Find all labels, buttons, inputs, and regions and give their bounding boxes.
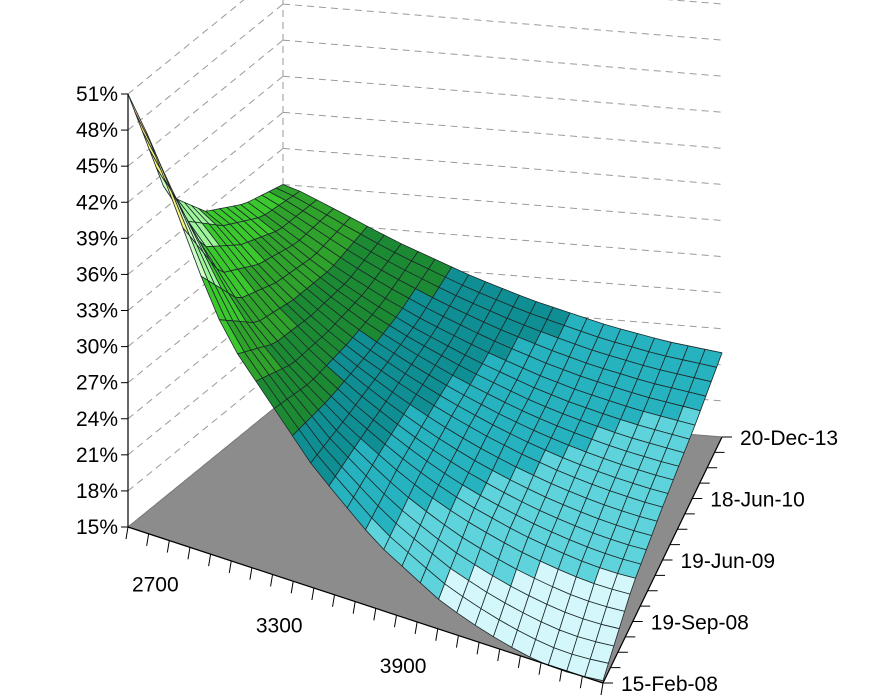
y-tick-label: 18-Jun-10	[710, 489, 805, 512]
x-minor-tick	[352, 601, 356, 614]
z-tick-label: 24%	[76, 408, 118, 431]
z-gridline-left-wall	[127, 328, 284, 456]
x-minor-tick	[476, 642, 480, 655]
x-minor-tick	[249, 567, 253, 580]
z-tick-label: 18%	[76, 480, 118, 503]
surface-cell	[584, 658, 609, 681]
x-minor-tick	[332, 594, 336, 607]
z-gridline-left-wall	[127, 256, 284, 384]
x-tick-label: 2700	[132, 574, 179, 597]
z-tick-label: 21%	[76, 444, 118, 467]
x-minor-tick	[414, 621, 418, 635]
z-tick-label: 42%	[76, 191, 118, 214]
x-minor-tick	[579, 676, 583, 689]
x-tick-label: 3900	[380, 655, 427, 678]
x-minor-tick	[538, 662, 542, 675]
x-minor-tick	[187, 547, 191, 560]
x-tick-label: 3300	[256, 614, 303, 637]
z-gridline-left-wall	[127, 3, 284, 131]
x-minor-tick	[600, 682, 604, 696]
z-gridline-back-wall	[282, 184, 723, 221]
y-tick-label: 20-Dec-13	[740, 427, 838, 450]
z-gridline-back-wall	[282, 75, 723, 113]
x-tick-label: 4500	[504, 696, 551, 697]
x-minor-tick	[146, 533, 150, 546]
z-tick-label: 45%	[76, 155, 118, 178]
chart-axes: 15% 18% 21% 24% 27% 30% 33% 36% 39% 42% 45% 48% 51% 2…	[76, 83, 838, 697]
x-minor-tick	[517, 655, 521, 668]
z-tick-label: 15%	[76, 516, 118, 539]
z-gridline-left-wall	[127, 111, 284, 239]
x-minor-tick	[435, 628, 439, 641]
z-gridline-back-wall	[282, 147, 723, 185]
z-gridline-back-wall	[667, 0, 723, 5]
z-tick-label: 27%	[76, 372, 118, 395]
z-tick-label: 48%	[76, 119, 118, 142]
x-minor-tick	[166, 540, 170, 553]
z-gridline-back-wall	[282, 39, 723, 77]
z-gridline-back-wall	[282, 111, 723, 149]
z-gridline-left-wall	[127, 0, 245, 95]
x-minor-tick	[208, 554, 212, 567]
y-tick-label: 19-Jun-09	[681, 550, 776, 573]
z-gridline-left-wall	[127, 364, 284, 492]
x-minor-tick	[497, 649, 501, 662]
x-minor-tick	[270, 574, 274, 587]
x-minor-tick	[125, 526, 129, 540]
x-axis-line	[127, 526, 604, 684]
z-tick-label: 30%	[76, 336, 118, 359]
z-tick-label: 36%	[76, 263, 118, 286]
x-minor-tick	[311, 587, 315, 601]
z-tick-label: 39%	[76, 227, 118, 250]
volatility-surface	[127, 93, 723, 681]
y-tick-label: 15-Feb-08	[621, 673, 718, 696]
x-minor-tick	[228, 560, 232, 573]
x-minor-tick	[290, 581, 294, 594]
z-gridline-left-wall	[127, 292, 284, 420]
z-tick-label: 51%	[76, 83, 118, 106]
z-tick-label: 33%	[76, 300, 118, 323]
x-minor-tick	[393, 615, 397, 628]
z-gridline-left-wall	[127, 75, 284, 203]
z-gridline-back-wall	[282, 3, 723, 41]
x-minor-tick	[559, 669, 563, 682]
y-tick-label: 19-Sep-08	[651, 612, 749, 635]
x-minor-tick	[455, 635, 459, 648]
z-gridline-left-wall	[127, 39, 284, 167]
x-minor-tick	[373, 608, 377, 621]
